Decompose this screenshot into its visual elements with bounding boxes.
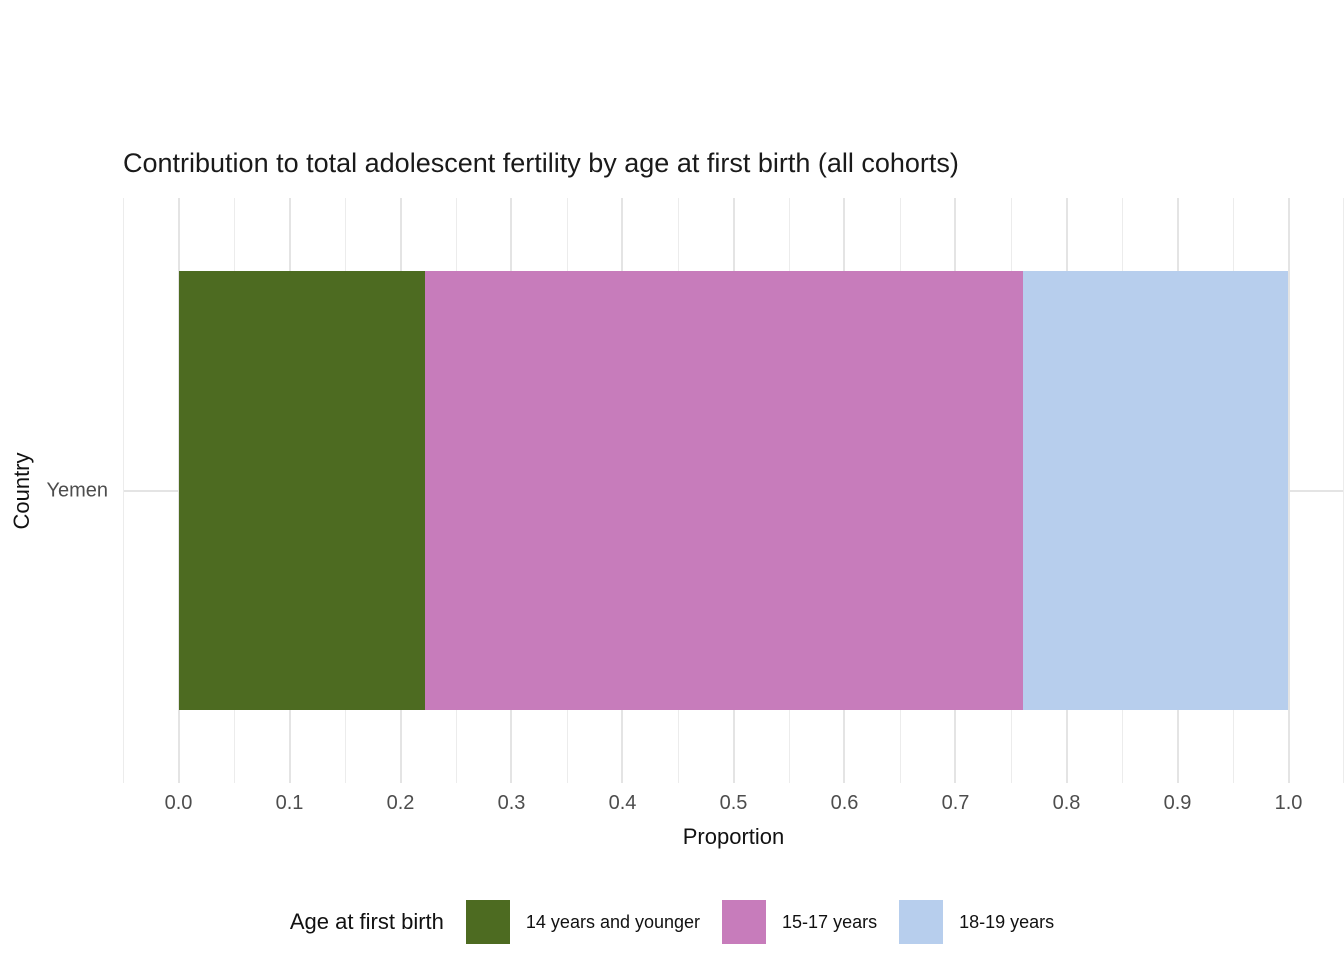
gridline-vertical-minor xyxy=(123,198,124,783)
x-tick-label-0.9: 0.9 xyxy=(1163,792,1192,814)
legend-label: 14 years and younger xyxy=(525,911,701,932)
x-tick-label-1.0: 1.0 xyxy=(1274,792,1303,814)
legend-key-swatch xyxy=(899,900,944,944)
x-tick-label-0.7: 0.7 xyxy=(941,792,970,814)
x-tick-label-0.1: 0.1 xyxy=(275,792,304,814)
bar-segment-14-years-and-younger xyxy=(178,271,425,710)
legend-key-swatch xyxy=(465,900,510,944)
bar-segment-18-19-years xyxy=(1023,271,1289,710)
legend-label: 15-17 years xyxy=(782,911,878,932)
x-tick-label-0.0: 0.0 xyxy=(164,792,193,814)
plot-panel xyxy=(123,198,1344,783)
legend-label: 18-19 years xyxy=(959,911,1055,932)
legend-item-18-19-years: 18-19 years xyxy=(899,900,1054,944)
x-axis-title: Proportion xyxy=(682,824,785,849)
x-tick-label-0.2: 0.2 xyxy=(386,792,415,814)
y-axis-tick-label: Yemen xyxy=(46,479,108,502)
legend-title: Age at first birth xyxy=(289,909,444,934)
x-tick-label-0.5: 0.5 xyxy=(719,792,748,814)
legend: Age at first birth 14 years and younger 1… xyxy=(0,898,1344,946)
x-tick-label-0.4: 0.4 xyxy=(608,792,637,814)
legend-key-swatch xyxy=(722,900,767,944)
x-tick-label-0.8: 0.8 xyxy=(1052,792,1081,814)
legend-item-15-17-years: 15-17 years xyxy=(722,900,877,944)
gridline-vertical-major xyxy=(1288,198,1290,783)
x-tick-label-0.6: 0.6 xyxy=(830,792,859,814)
legend-item-14-years-and-younger: 14 years and younger xyxy=(465,900,701,944)
chart-title: Contribution to total adolescent fertili… xyxy=(123,148,959,178)
bar-segment-15-17-years xyxy=(424,271,1024,710)
x-tick-label-0.3: 0.3 xyxy=(497,792,526,814)
